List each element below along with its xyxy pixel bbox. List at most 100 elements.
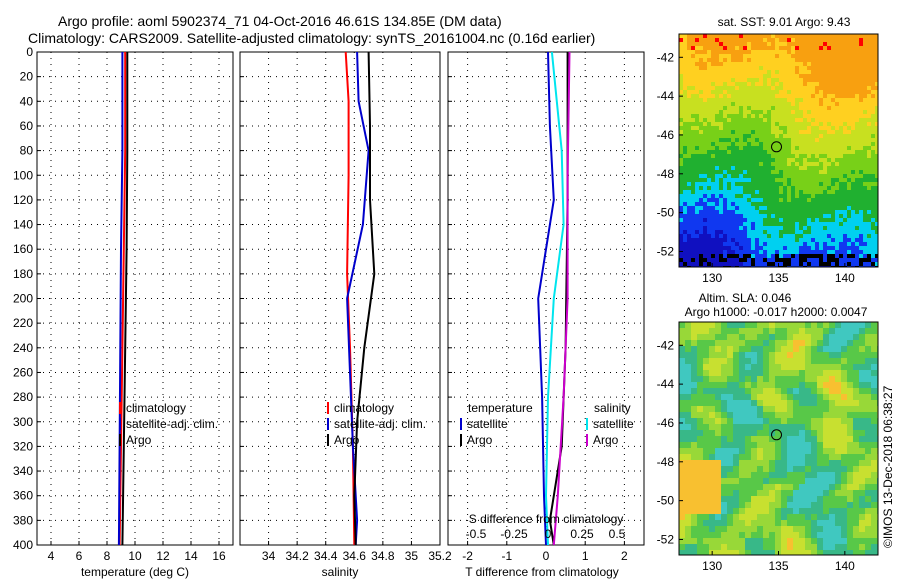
map-cell xyxy=(679,364,685,370)
map-cell xyxy=(743,242,747,246)
map-cell xyxy=(707,258,711,262)
map-cell xyxy=(739,242,743,246)
map-cell xyxy=(691,54,695,58)
map-cell xyxy=(863,214,867,218)
map-cell xyxy=(743,46,747,50)
map-cell xyxy=(703,370,709,376)
map-cell xyxy=(763,514,769,520)
map-cell xyxy=(779,154,783,158)
map-cell xyxy=(723,134,727,138)
map-cell xyxy=(703,218,707,222)
map-cell xyxy=(703,58,707,62)
map-cell xyxy=(871,214,875,218)
map-cell xyxy=(811,258,815,262)
map-cell xyxy=(707,190,711,194)
map-cell xyxy=(767,42,771,46)
map-cell xyxy=(755,238,759,242)
map-cell xyxy=(827,178,831,182)
map-cell xyxy=(847,162,851,166)
map-cell xyxy=(711,214,715,218)
map-cell xyxy=(727,94,731,98)
map-cell xyxy=(735,66,739,70)
map-cell xyxy=(691,210,695,214)
map-cell xyxy=(723,122,727,126)
map-cell xyxy=(859,400,865,406)
map-cell xyxy=(687,70,691,74)
map-cell xyxy=(687,126,691,130)
map-cell xyxy=(691,186,695,190)
map-cell xyxy=(739,328,745,334)
map-cell xyxy=(855,78,859,82)
map-cell xyxy=(847,430,853,436)
map-cell xyxy=(843,138,847,142)
x-tick-label: -2 xyxy=(462,549,473,563)
map-cell xyxy=(687,242,691,246)
map-cell xyxy=(871,186,875,190)
map-cell xyxy=(817,346,823,352)
map-cell xyxy=(715,412,721,418)
map-cell xyxy=(775,436,781,442)
map-cell xyxy=(831,110,835,114)
map-cell xyxy=(853,436,859,442)
map-y-tick-label: -44 xyxy=(657,89,675,103)
map-cell xyxy=(847,242,851,246)
map-cell xyxy=(863,178,867,182)
map-cell xyxy=(783,94,787,98)
map-cell xyxy=(695,206,699,210)
map-cell xyxy=(743,202,747,206)
map-cell xyxy=(779,242,783,246)
map-cell xyxy=(791,198,795,202)
map-cell xyxy=(703,352,709,358)
map-cell xyxy=(763,122,767,126)
map-cell xyxy=(847,94,851,98)
map-cell xyxy=(747,194,751,198)
map-cell xyxy=(715,346,721,352)
map-cell xyxy=(827,146,831,150)
map-cell xyxy=(799,210,803,214)
map-cell xyxy=(731,126,735,130)
map-cell xyxy=(791,118,795,122)
map-cell xyxy=(755,130,759,134)
map-cell xyxy=(817,466,823,472)
map-cell xyxy=(829,370,835,376)
map-cell xyxy=(775,418,781,424)
map-cell xyxy=(823,352,829,358)
series-line-argo xyxy=(353,51,376,546)
map-cell xyxy=(859,340,865,346)
map-cell xyxy=(843,174,847,178)
map-cell xyxy=(835,418,841,424)
map-cell xyxy=(811,118,815,122)
map-cell xyxy=(781,328,787,334)
map-cell xyxy=(775,242,779,246)
map-cell xyxy=(723,98,727,102)
map-cell xyxy=(775,54,779,58)
map-cell xyxy=(829,550,835,555)
map-cell xyxy=(747,262,751,266)
map-cell xyxy=(727,90,731,94)
map-cell xyxy=(795,246,799,250)
map-cell xyxy=(735,262,739,266)
map-cell xyxy=(691,66,695,70)
map-cell xyxy=(803,86,807,90)
map-cell xyxy=(805,532,811,538)
map-cell xyxy=(791,86,795,90)
map-cell xyxy=(847,400,853,406)
map-cell xyxy=(771,122,775,126)
map-cell xyxy=(751,388,757,394)
map-cell xyxy=(799,370,805,376)
map-cell xyxy=(709,346,715,352)
map-cell xyxy=(735,154,739,158)
map-cell xyxy=(745,394,751,400)
map-cell xyxy=(723,118,727,122)
map-cell xyxy=(871,406,877,412)
map-cell xyxy=(787,98,791,102)
map-cell xyxy=(767,46,771,50)
map-cell xyxy=(839,162,843,166)
map-cell xyxy=(679,436,685,442)
map-cell xyxy=(727,430,733,436)
map-cell xyxy=(751,166,755,170)
map-cell xyxy=(855,74,859,78)
map-cell xyxy=(747,122,751,126)
map-cell xyxy=(727,490,733,496)
map-cell xyxy=(775,74,779,78)
